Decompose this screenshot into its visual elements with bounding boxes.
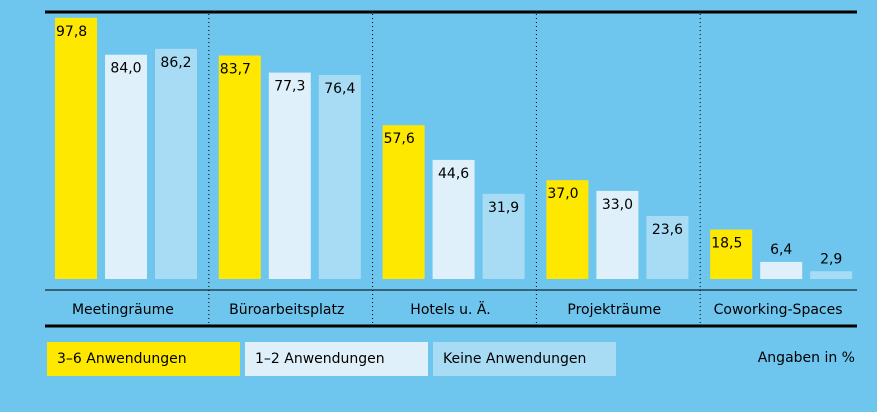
bar <box>810 271 853 279</box>
value-label: 76,4 <box>324 81 355 97</box>
legend-swatch <box>47 342 240 376</box>
bar <box>218 55 261 280</box>
legend-label: Keine Anwendungen <box>443 351 586 367</box>
value-label: 2,9 <box>820 251 842 267</box>
bar <box>546 180 589 279</box>
x-tick-label: Projekträume <box>567 302 661 318</box>
value-label: 83,7 <box>220 62 251 78</box>
bar <box>646 215 689 279</box>
legend-label: 1–2 Anwendungen <box>255 351 385 367</box>
value-label: 97,8 <box>56 24 87 40</box>
x-tick-label: Hotels u. Ä. <box>410 300 490 318</box>
bar <box>105 54 147 279</box>
value-label: 86,2 <box>160 55 191 71</box>
bar <box>268 72 311 279</box>
bar <box>760 261 803 279</box>
value-label: 77,3 <box>274 79 305 95</box>
legend-swatch <box>433 342 616 376</box>
value-label: 84,0 <box>110 61 141 77</box>
value-label: 37,0 <box>547 186 578 202</box>
value-label: 33,0 <box>602 197 633 213</box>
value-label: 18,5 <box>711 236 742 252</box>
value-label: 23,6 <box>652 222 683 238</box>
x-tick-label: Coworking-Spaces <box>714 302 843 318</box>
value-label: 6,4 <box>770 242 792 258</box>
bar <box>382 125 425 279</box>
unit-note: Angaben in % <box>758 350 855 366</box>
bar <box>482 193 525 279</box>
bar <box>710 229 753 279</box>
bar <box>55 17 97 280</box>
bar <box>432 159 475 279</box>
x-tick-label: Meetingräume <box>72 302 174 318</box>
legend-label: 3–6 Anwendungen <box>57 351 187 367</box>
bar <box>596 190 639 279</box>
x-tick-label: Büroarbeitsplatz <box>229 302 344 318</box>
value-label: 57,6 <box>384 131 415 147</box>
bar <box>155 48 197 279</box>
value-label: 44,6 <box>438 166 469 182</box>
legend-swatch <box>245 342 428 376</box>
value-label: 31,9 <box>488 200 519 216</box>
bar <box>318 75 361 280</box>
